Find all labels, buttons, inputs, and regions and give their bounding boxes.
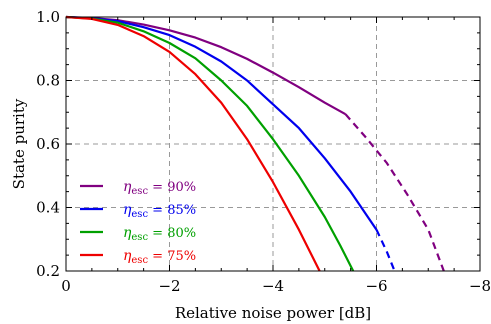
tick-labels: 0 −2 −4 −6 −8 0.2 0.4 0.6 0.8 1.0: [36, 8, 491, 295]
legend-entry-3: ηesc = 75%: [123, 248, 196, 266]
series-line-solid-3: [65, 15, 321, 272]
series-line-solid-2: [65, 15, 355, 272]
x-tick-label: −2: [158, 277, 180, 295]
y-tick-label: 0.2: [36, 262, 60, 280]
legend-entry-1: ηesc = 85%: [123, 202, 196, 220]
y-tick-label: 0.6: [36, 135, 60, 153]
series-line-dashed-0: [344, 113, 445, 272]
series-lines: [65, 15, 445, 272]
axis-ticks: [65, 16, 481, 272]
legend-entry-2: ηesc = 80%: [123, 225, 196, 243]
y-tick-label: 0.8: [36, 72, 60, 90]
series-line-dashed-1: [375, 229, 396, 272]
x-axis-label: Relative noise power [dB]: [175, 304, 371, 322]
y-tick-label: 0.4: [36, 199, 60, 217]
y-axis-label: State purity: [10, 98, 28, 189]
series-line-solid-1: [65, 15, 378, 231]
series-line-solid-0: [65, 15, 347, 116]
legend-entry-0: ηesc = 90%: [123, 179, 196, 197]
x-tick-label: −8: [469, 277, 491, 295]
y-tick-label: 1.0: [36, 8, 60, 26]
x-tick-label: 0: [61, 277, 71, 295]
x-tick-label: −6: [365, 277, 387, 295]
legend: ηesc = 90% ηesc = 85% ηesc = 80% ηesc = 75%: [80, 179, 196, 266]
x-tick-label: −4: [262, 277, 284, 295]
